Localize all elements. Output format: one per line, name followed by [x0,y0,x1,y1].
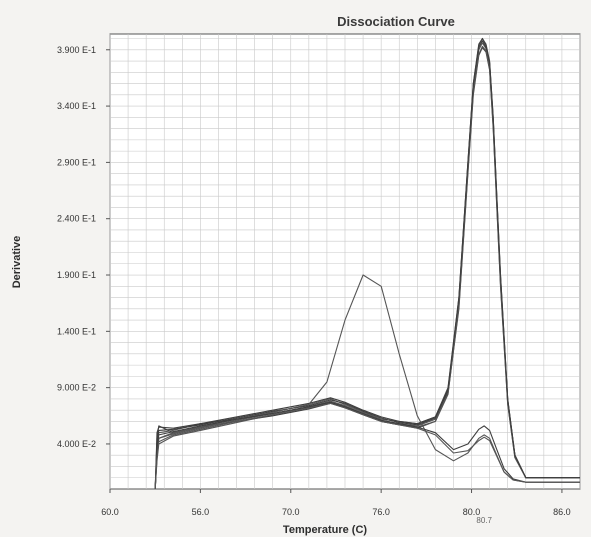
y-tick-label: 9.000 E-2 [57,383,96,393]
x-axis-label: Temperature (C) [283,524,367,536]
x-tick-label: 86.0 [553,507,571,517]
y-tick-label: 3.400 E-1 [57,101,96,111]
y-tick-label: 2.400 E-1 [57,214,96,224]
y-tick-label: 1.900 E-1 [57,270,96,280]
x-tick-label: 60.0 [101,507,119,517]
x-tick-label: 56.0 [192,507,210,517]
y-tick-label: 1.400 E-1 [57,326,96,336]
annotations: 80.7 [476,516,492,525]
peak-annotation: 80.7 [476,516,492,525]
y-tick-label: 4.000 E-2 [57,439,96,449]
x-tick-labels: 60.0 56.0 70.0 76.0 80.0 86.0 [101,489,570,517]
x-tick-label: 76.0 [372,507,390,517]
y-axis-label: Derivative [11,236,23,289]
y-tick-label: 2.900 E-1 [57,157,96,167]
y-tick-labels: 4.000 E-2 9.000 E-2 1.400 E-1 1.900 E-1 2.40… [57,45,110,449]
chart-title: Dissociation Curve [337,14,455,29]
x-tick-label: 70.0 [282,507,300,517]
y-tick-label: 3.900 E-1 [57,45,96,55]
